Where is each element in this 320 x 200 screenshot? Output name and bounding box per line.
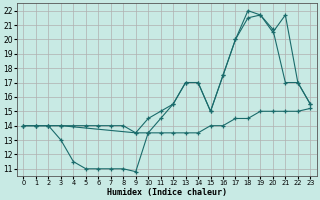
X-axis label: Humidex (Indice chaleur): Humidex (Indice chaleur) xyxy=(107,188,227,197)
